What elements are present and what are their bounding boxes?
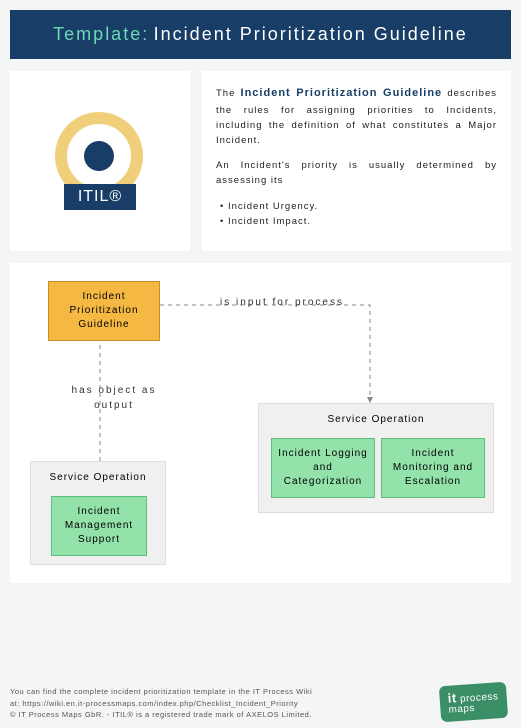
group-right-title: Service Operation: [259, 404, 493, 431]
footer: You can find the complete incident prior…: [10, 686, 511, 720]
node-label: Incident Logging and Categorization: [278, 448, 367, 487]
desc-p1-pre: The: [216, 88, 241, 99]
top-row: ITIL® The Incident Prioritization Guidel…: [10, 71, 511, 251]
node-main: Incident Prioritization Guideline: [48, 281, 160, 341]
desc-p1-strong: Incident Prioritization Guideline: [241, 87, 443, 99]
header-prefix: Template:: [53, 24, 149, 44]
node-incident-mgmt-support: Incident Management Support: [51, 496, 147, 556]
group-right: Service Operation Incident Logging and C…: [258, 403, 494, 513]
edge-label-input: is input for process: [192, 295, 372, 310]
desc-bullets: Incident Urgency. Incident Impact.: [216, 199, 497, 229]
header-banner: Template: Incident Prioritization Guidel…: [10, 10, 511, 59]
node-label: Incident Management Support: [65, 506, 133, 545]
group-left-title: Service Operation: [31, 462, 165, 489]
footer-badge: it processmaps: [439, 682, 508, 723]
description-card: The Incident Prioritization Guideline de…: [202, 71, 511, 251]
node-main-label: Incident Prioritization Guideline: [69, 291, 138, 330]
bullet-item: Incident Impact.: [220, 214, 497, 229]
header-title: Incident Prioritization Guideline: [154, 24, 468, 44]
group-left: Service Operation Incident Management Su…: [30, 461, 166, 565]
logo-card: ITIL®: [10, 71, 190, 251]
node-label: Incident Monitoring and Escalation: [393, 448, 473, 487]
edge-label-output: has object as output: [64, 383, 164, 413]
footer-badge-rest: processmaps: [448, 691, 499, 715]
footer-line3: © IT Process Maps GbR. - ITIL® is a regi…: [10, 709, 511, 720]
node-incident-logging: Incident Logging and Categorization: [271, 438, 375, 498]
desc-p2: An Incident's priority is usually determ…: [216, 158, 497, 188]
node-incident-monitoring: Incident Monitoring and Escalation: [381, 438, 485, 498]
itil-label: ITIL®: [64, 184, 136, 210]
desc-p1: The Incident Prioritization Guideline de…: [216, 85, 497, 148]
footer-line1: You can find the complete incident prior…: [10, 686, 511, 697]
diagram-area: Incident Prioritization Guideline is inp…: [10, 263, 511, 583]
bullet-item: Incident Urgency.: [220, 199, 497, 214]
footer-line2: at: https://wiki.en.it-processmaps.com/i…: [10, 698, 511, 709]
